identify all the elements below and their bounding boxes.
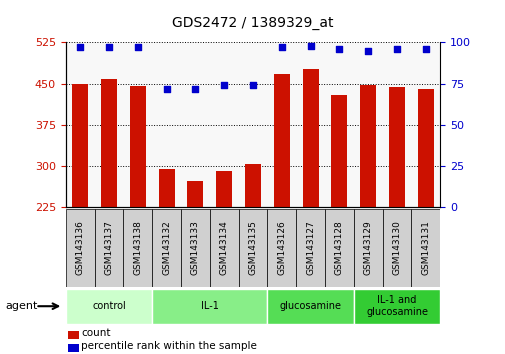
Point [162,86,170,91]
Point [133,45,141,50]
Text: GSM143131: GSM143131 [421,220,429,275]
Text: GSM143138: GSM143138 [133,220,142,275]
Bar [187,181,203,207]
Point [76,45,84,50]
Text: GSM143137: GSM143137 [104,220,113,275]
Point [421,46,429,52]
Bar [181,209,210,287]
Point [335,46,343,52]
Bar [152,209,181,287]
Bar [382,209,411,287]
Bar [130,86,145,207]
Bar [388,87,404,207]
Bar [360,85,375,207]
Bar [267,209,295,287]
Bar [267,289,353,324]
Text: GSM143130: GSM143130 [392,220,401,275]
Bar [72,84,88,207]
Bar [331,95,346,207]
Text: IL-1 and
glucosamine: IL-1 and glucosamine [365,295,427,317]
Bar [273,74,289,207]
Point [105,45,113,50]
Bar [417,88,433,207]
Bar [411,209,439,287]
Text: GSM143129: GSM143129 [363,221,372,275]
Text: GSM143127: GSM143127 [306,221,315,275]
Text: IL-1: IL-1 [200,301,218,311]
Bar [94,209,123,287]
Bar [152,289,267,324]
Point [392,46,400,52]
Bar [295,209,324,287]
Point [248,82,257,88]
Bar [66,209,94,287]
Text: glucosamine: glucosamine [279,301,341,311]
Bar [101,79,117,207]
Text: GDS2472 / 1389329_at: GDS2472 / 1389329_at [172,16,333,30]
Bar [210,209,238,287]
Text: GSM143136: GSM143136 [76,220,84,275]
Text: GSM143135: GSM143135 [248,220,257,275]
Text: GSM143134: GSM143134 [219,221,228,275]
Point [306,43,314,48]
Point [191,86,199,91]
Text: GSM143132: GSM143132 [162,221,171,275]
Text: count: count [81,328,110,338]
Bar [244,164,261,207]
Point [220,82,228,88]
Bar [353,289,439,324]
Bar [302,69,318,207]
Bar [324,209,353,287]
Text: control: control [92,301,126,311]
Bar [353,209,382,287]
Bar [238,209,267,287]
Text: percentile rank within the sample: percentile rank within the sample [81,341,257,351]
Text: agent: agent [5,301,37,311]
Bar [159,169,174,207]
Bar [216,171,232,207]
Bar [123,209,152,287]
Text: GSM143133: GSM143133 [190,220,199,275]
Bar [66,289,152,324]
Text: GSM143126: GSM143126 [277,221,286,275]
Point [364,48,372,53]
Point [277,45,285,50]
Text: GSM143128: GSM143128 [334,221,343,275]
